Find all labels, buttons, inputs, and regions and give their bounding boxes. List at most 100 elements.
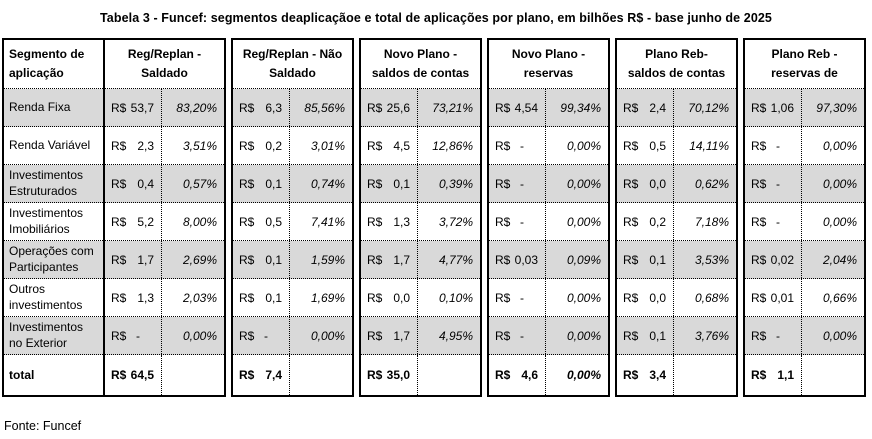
value-cell: R$ - — [489, 127, 546, 164]
value-number: 6,3 — [265, 100, 282, 115]
currency-symbol: R$ — [623, 290, 639, 305]
value-cell: R$ 6,3 — [233, 89, 290, 126]
total-row-label: total — [9, 368, 35, 382]
plan-group-box: Plano Reb-saldos de contas R$ 2,4 70,12% R$ 0… — [615, 38, 738, 397]
currency-symbol: R$ — [495, 328, 511, 343]
value-cell: R$ 25,6 — [361, 89, 418, 126]
value-cell: R$ - — [745, 203, 802, 240]
value-number: 4,54 — [514, 100, 538, 115]
currency-symbol: R$ — [367, 328, 383, 343]
currency-symbol: R$ — [495, 252, 511, 267]
plan-group-header-line2: Saldado — [141, 66, 188, 80]
percent-cell: 85,56% — [304, 100, 345, 115]
table-row: R$ 4,5 12,86% — [361, 127, 480, 165]
currency-symbol: R$ — [239, 100, 255, 115]
plan-group-box: Plano Reb - reservas de R$ 1,06 97,30% R$ -0,0… — [743, 38, 866, 397]
value-number: - — [520, 328, 524, 343]
percent-cell: 4,77% — [438, 252, 473, 267]
total-value-number: 3,4 — [649, 368, 666, 382]
value-cell: R$ 0,1 — [361, 165, 418, 202]
value-cell: R$ 1,7 — [361, 241, 418, 278]
currency-symbol: R$ — [751, 138, 767, 153]
value-number: - — [776, 176, 780, 191]
table-row: R$ 4,54 99,34% — [489, 89, 608, 127]
plan-group-header-line1: Reg/Replan - — [127, 46, 202, 61]
currency-symbol: R$ — [111, 328, 127, 343]
value-number: 0,0 — [649, 290, 666, 305]
percent-cell: 3,72% — [438, 214, 473, 229]
percent-cell: 3,51% — [182, 138, 217, 153]
currency-symbol: R$ — [623, 176, 639, 191]
table-row: R$ 6,3 85,56% — [233, 89, 352, 127]
currency-symbol: R$ — [111, 368, 127, 382]
value-cell: R$ 0,1 — [617, 317, 674, 354]
value-cell: R$ 0,02 — [745, 241, 802, 278]
total-value-cell: R$ 35,0 — [361, 355, 418, 395]
percent-cell: 7,18% — [694, 214, 729, 229]
value-cell: R$ 1,7 — [361, 317, 418, 354]
value-number: 0,5 — [649, 138, 666, 153]
currency-symbol: R$ — [495, 100, 511, 115]
percent-cell: 73,21% — [432, 100, 473, 115]
value-number: 1,3 — [393, 214, 410, 229]
total-percent-cell — [802, 355, 864, 395]
data-table: Segmento de aplicação Renda Fixa Renda Var… — [2, 38, 866, 397]
percent-cell: 0,00% — [822, 176, 857, 191]
table-row: R$ 1,7 4,95% — [361, 317, 480, 355]
plan-group-header-line1: Novo Plano - — [383, 46, 458, 61]
currency-symbol: R$ — [751, 290, 767, 305]
value-number: - — [520, 214, 524, 229]
percent-cell: 0,68% — [694, 290, 729, 305]
table-title: Tabela 3 - Funcef: segmentos deaplicação… — [100, 11, 772, 25]
value-number: 2,3 — [137, 138, 154, 153]
currency-symbol: R$ — [751, 252, 767, 267]
percent-cell: 0,00% — [182, 328, 217, 343]
value-number: 0,03 — [514, 252, 538, 267]
currency-symbol: R$ — [239, 328, 255, 343]
segment-row-label: Outros investimentos — [4, 279, 103, 317]
table-row: R$ - 0,00% — [489, 203, 608, 241]
currency-symbol: R$ — [111, 214, 127, 229]
value-cell: R$ 2,3 — [105, 127, 162, 164]
currency-symbol: R$ — [495, 138, 511, 153]
value-cell: R$ 4,54 — [489, 89, 546, 126]
value-number: 0,0 — [393, 290, 410, 305]
value-number: 0,1 — [265, 176, 282, 191]
value-number: 53,7 — [130, 100, 154, 115]
table-row: R$ - 0,00% — [233, 317, 352, 355]
total-value-cell: R$ 3,4 — [617, 355, 674, 395]
value-cell: R$ - — [105, 317, 162, 354]
value-number: 4,5 — [393, 138, 410, 153]
value-cell: R$ - — [745, 127, 802, 164]
table-row: R$ 1,3 3,72% — [361, 203, 480, 241]
currency-symbol: R$ — [367, 176, 383, 191]
plan-group-header-line2: reservas — [523, 66, 574, 80]
percent-cell: 0,00% — [566, 138, 601, 153]
currency-symbol: R$ — [367, 252, 383, 267]
percent-cell: 2,04% — [822, 252, 857, 267]
total-percent-cell — [290, 355, 352, 395]
percent-cell: 0,00% — [822, 328, 857, 343]
total-value-number: 64,5 — [130, 368, 154, 382]
currency-symbol: R$ — [239, 252, 255, 267]
currency-symbol: R$ — [367, 138, 383, 153]
table-row: R$ 0,2 7,18% — [617, 203, 736, 241]
value-number: 0,5 — [265, 214, 282, 229]
value-number: 0,2 — [265, 138, 282, 153]
value-number: 0,1 — [393, 176, 410, 191]
plan-group-header-line1: Plano Reb - — [771, 46, 838, 61]
segment-row-label: Renda Fixa — [4, 89, 103, 127]
percent-cell: 3,53% — [694, 252, 729, 267]
value-number: 0,1 — [649, 252, 666, 267]
table-row: R$ 0,0 0,68% — [617, 279, 736, 317]
percent-cell: 0,00% — [822, 214, 857, 229]
plan-group-header-line1: Novo Plano - — [511, 46, 586, 61]
table-row: R$ 53,7 83,20% — [105, 89, 224, 127]
segment-row-label: Renda Variável — [4, 127, 103, 165]
segment-column: Segmento de aplicação Renda Fixa Renda Var… — [2, 38, 105, 397]
currency-symbol: R$ — [111, 176, 127, 191]
table-row: R$ 0,1 3,76% — [617, 317, 736, 355]
table-row: R$ 0,2 3,01% — [233, 127, 352, 165]
segment-row-label: Investimentos Imobiliários — [4, 203, 103, 241]
total-row: R$ 35,0 — [361, 355, 480, 395]
